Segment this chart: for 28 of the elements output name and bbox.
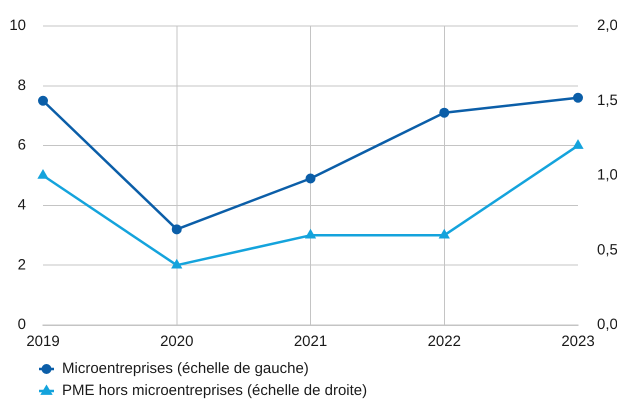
y2-tick-label: 0,0 [597, 316, 617, 334]
y-tick-label: 8 [18, 76, 26, 94]
point [573, 92, 583, 103]
y2-tick-label: 2,0 [597, 17, 617, 34]
x-tick-label: 2021 [294, 333, 328, 350]
y2-tick-label: 1,5 [597, 92, 617, 109]
x-tick-label: 2023 [561, 333, 595, 350]
x-tick-label: 2019 [26, 333, 60, 350]
point [572, 139, 584, 149]
y-tick-label: 2 [18, 256, 26, 274]
point [304, 228, 316, 239]
y-tick-label: 0 [18, 316, 26, 334]
legend-label: PME hors microentreprises (échelle de droite) [62, 382, 368, 400]
y2-tick-label: 0,5 [597, 241, 617, 258]
point [438, 228, 450, 239]
point [306, 173, 316, 184]
point [38, 96, 48, 106]
y-tick-label: 4 [18, 196, 26, 214]
y-tick-label: 6 [18, 136, 26, 154]
point [439, 108, 450, 118]
point [37, 169, 49, 179]
x-tick-label: 2020 [160, 333, 194, 350]
point [172, 224, 182, 234]
y-tick-label: 10 [9, 17, 26, 34]
legend-label: Microentreprises (échelle de gauche) [62, 360, 309, 378]
y2-tick-label: 1,0 [597, 166, 617, 184]
point [171, 258, 182, 268]
x-tick-label: 2022 [428, 333, 461, 350]
